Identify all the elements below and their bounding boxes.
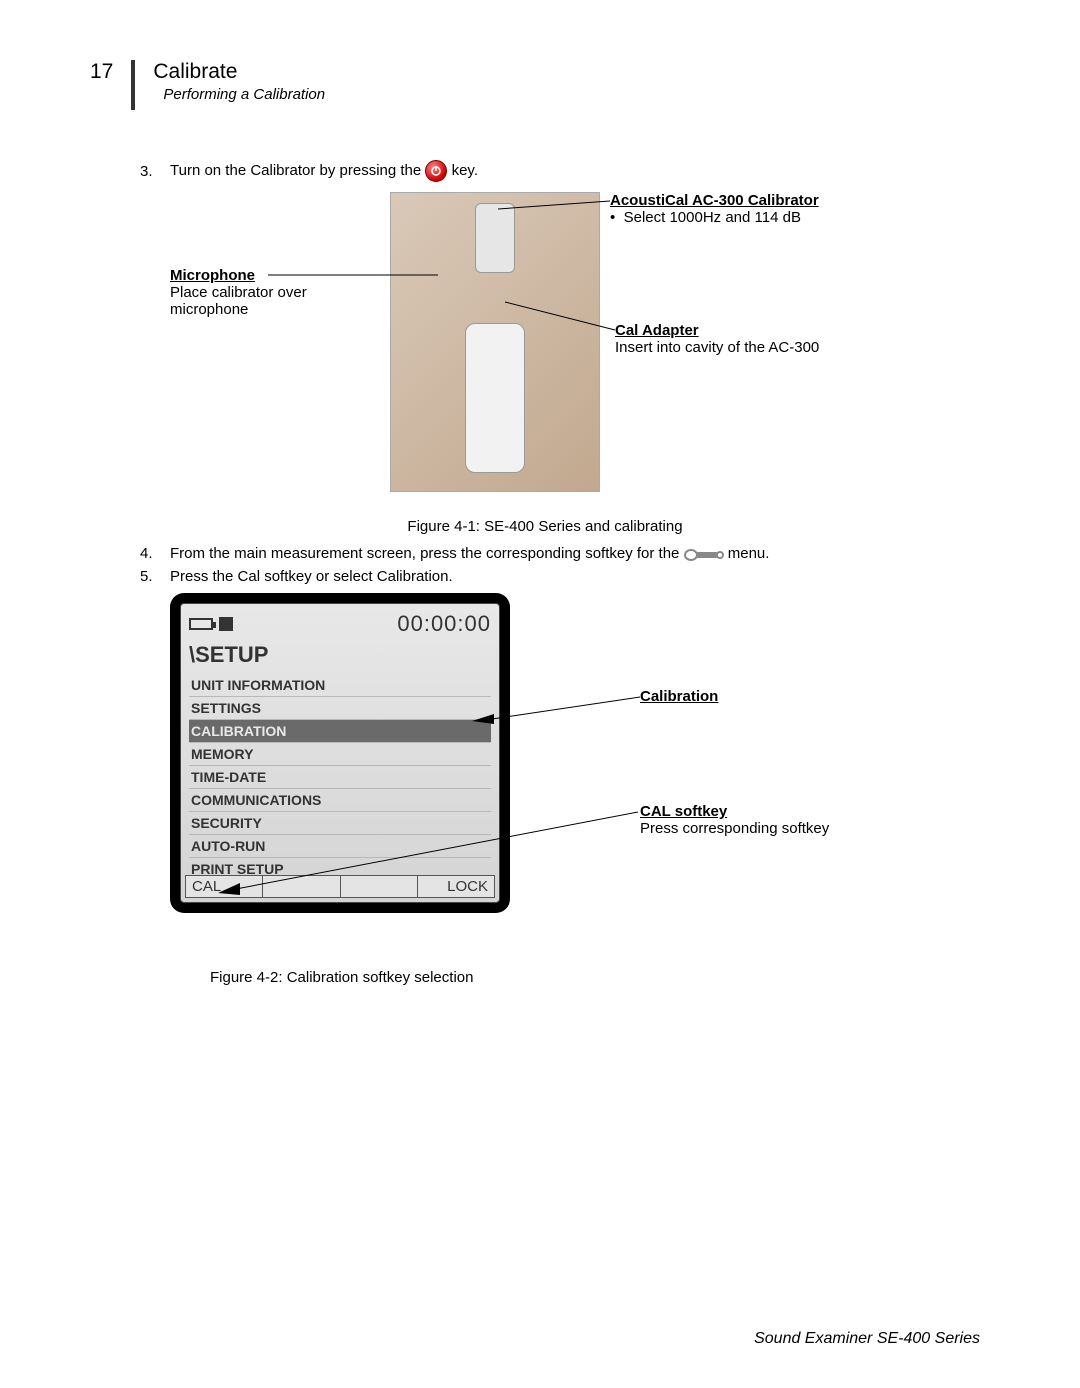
- calibrator-photo: [390, 192, 600, 492]
- battery-icon: [189, 618, 213, 630]
- menu-item[interactable]: SETTINGS: [189, 697, 491, 720]
- menu-item[interactable]: CALIBRATION: [189, 720, 491, 743]
- callout-acoustical-hdr: AcoustiCal AC-300 Calibrator: [610, 192, 890, 209]
- callout-cal-softkey: CAL softkey Press corresponding softkey: [640, 803, 829, 837]
- screen-menu: UNIT INFORMATIONSETTINGSCALIBRATIONMEMOR…: [189, 674, 491, 881]
- page-footer: Sound Examiner SE-400 Series: [754, 1330, 980, 1348]
- callout-cal-softkey-hdr: CAL softkey: [640, 803, 829, 820]
- step-4: 4. From the main measurement screen, pre…: [140, 545, 1000, 562]
- softkey-right[interactable]: LOCK: [417, 876, 494, 897]
- figure-4-1: Microphone Place calibrator over microph…: [170, 192, 1000, 512]
- menu-item[interactable]: AUTO-RUN: [189, 835, 491, 858]
- page-subtitle: Performing a Calibration: [153, 86, 325, 103]
- power-icon: [425, 160, 447, 182]
- screen-status-icons: [189, 617, 233, 631]
- callout-acoustical: AcoustiCal AC-300 Calibrator • Select 10…: [610, 192, 890, 226]
- stop-icon: [219, 617, 233, 631]
- step-3-text: Turn on the Calibrator by pressing the k…: [170, 160, 478, 182]
- callout-cal-adapter: Cal Adapter Insert into cavity of the AC…: [615, 322, 835, 356]
- callout-microphone: Microphone Place calibrator over microph…: [170, 267, 330, 318]
- menu-item[interactable]: MEMORY: [189, 743, 491, 766]
- callout-calibration: Calibration: [640, 688, 718, 705]
- callout-calibration-hdr: Calibration: [640, 688, 718, 705]
- softkey-mid1[interactable]: [262, 876, 339, 897]
- softkey-left[interactable]: CAL: [186, 876, 262, 897]
- callout-microphone-body: Place calibrator over microphone: [170, 284, 330, 318]
- step-number: 3.: [140, 163, 158, 180]
- step-5: 5. Press the Cal softkey or select Calib…: [140, 568, 1000, 585]
- page-title: Calibrate: [153, 60, 325, 84]
- figure-4-1-caption: Figure 4-1: SE-400 Series and calibratin…: [90, 518, 1000, 535]
- step-5-text: Press the Cal softkey or select Calibrat…: [170, 568, 453, 585]
- menu-item[interactable]: TIME-DATE: [189, 766, 491, 789]
- step-number: 4.: [140, 545, 158, 562]
- menu-icon: [684, 548, 724, 560]
- menu-item[interactable]: UNIT INFORMATION: [189, 674, 491, 697]
- callout-cal-softkey-body: Press corresponding softkey: [640, 820, 829, 837]
- step-3: 3. Turn on the Calibrator by pressing th…: [140, 160, 1000, 182]
- page-header: 17 Calibrate Performing a Calibration: [90, 60, 1000, 110]
- step-4-text: From the main measurement screen, press …: [170, 545, 769, 562]
- figure-4-2: 00:00:00 \SETUP UNIT INFORMATIONSETTINGS…: [170, 593, 1000, 963]
- screen-elapsed-time: 00:00:00: [397, 611, 491, 637]
- step-number: 5.: [140, 568, 158, 585]
- callout-acoustical-body: • Select 1000Hz and 114 dB: [610, 209, 890, 226]
- callout-microphone-hdr: Microphone: [170, 267, 330, 284]
- softkey-mid2[interactable]: [340, 876, 417, 897]
- menu-item[interactable]: SECURITY: [189, 812, 491, 835]
- header-rule: [131, 60, 135, 110]
- callout-cal-adapter-body: Insert into cavity of the AC-300: [615, 339, 835, 356]
- callout-cal-adapter-hdr: Cal Adapter: [615, 322, 835, 339]
- screen-title: \SETUP: [189, 642, 491, 668]
- figure-4-2-caption: Figure 4-2: Calibration softkey selectio…: [210, 969, 1000, 986]
- page-number: 17: [90, 60, 113, 84]
- screen-softkeys: CAL LOCK: [185, 875, 495, 898]
- menu-item[interactable]: COMMUNICATIONS: [189, 789, 491, 812]
- device-screen: 00:00:00 \SETUP UNIT INFORMATIONSETTINGS…: [170, 593, 510, 913]
